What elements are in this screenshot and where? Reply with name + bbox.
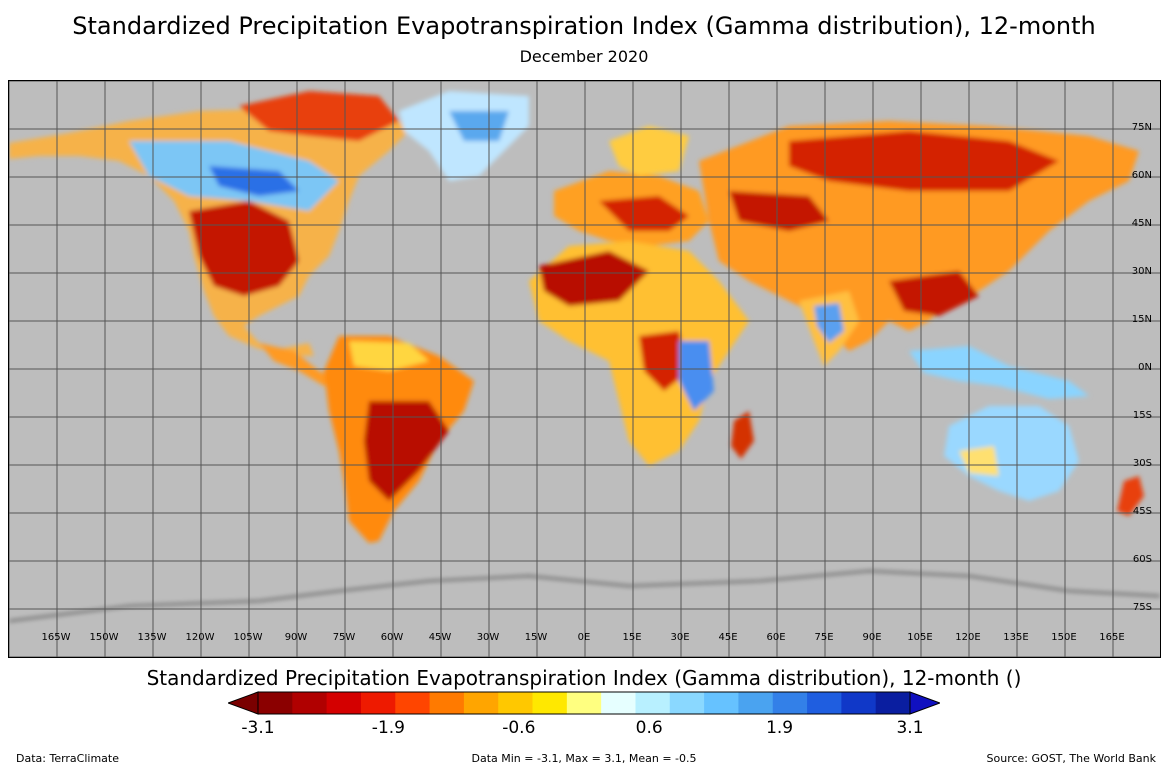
colorbar-cell: [601, 692, 636, 714]
longitude-label: 120W: [185, 632, 215, 643]
latitude-label: 75N: [1131, 122, 1152, 133]
latitude-label: 45S: [1132, 506, 1152, 517]
colorbar-cell: [566, 692, 602, 714]
colorbar-tick-label: -0.6: [502, 718, 536, 738]
latitude-label: 45N: [1131, 218, 1152, 229]
longitude-label: 120E: [955, 632, 981, 643]
longitude-label: 45W: [428, 632, 452, 643]
longitude-label: 60W: [380, 632, 404, 643]
colorbar-cell: [360, 692, 396, 714]
colorbar-tick-label: 3.1: [896, 718, 924, 738]
colorbar-cell: [395, 692, 431, 714]
latitude-label: 30N: [1131, 266, 1152, 277]
colorbar-tick-label: 1.9: [766, 718, 794, 738]
central-africa-drought: [639, 331, 689, 391]
antarctica-outline: [9, 570, 1160, 622]
siberia-drought: [789, 131, 1059, 191]
longitude-label: 135E: [1003, 632, 1029, 643]
graticule: [9, 81, 1160, 657]
colorbar-title: Standardized Precipitation Evapotranspir…: [146, 666, 1022, 690]
europe-drought: [599, 196, 689, 231]
colorbar-cell: [258, 692, 293, 714]
longitude-label: 90E: [862, 632, 882, 643]
colorbar: [228, 691, 940, 715]
colorbar-tick-label: -1.9: [371, 718, 405, 738]
new-zealand-land: [1117, 476, 1144, 516]
colorbar-cell: [841, 692, 877, 714]
southeast-asia-islands: [909, 346, 1089, 399]
south-america-drought: [364, 401, 449, 501]
longitude-label: 105W: [233, 632, 263, 643]
scandinavia-land: [609, 126, 689, 176]
latitude-label: 60N: [1131, 170, 1152, 181]
latitude-label: 15S: [1132, 410, 1152, 421]
india-wet: [814, 303, 844, 343]
south-america-north-mix: [349, 341, 429, 371]
longitude-label: 150W: [89, 632, 119, 643]
colorbar-low-arrow: [228, 691, 259, 715]
sahara-drought: [539, 251, 649, 306]
world-map: [9, 81, 1160, 657]
north-america-wet-core: [209, 166, 299, 196]
map-subtitle: December 2020: [519, 47, 649, 66]
australia-land: [944, 406, 1079, 501]
colorbar-cell: [532, 692, 568, 714]
latitude-label: 15N: [1131, 314, 1152, 325]
colorbar-cell: [875, 692, 911, 714]
longitude-label: 165W: [41, 632, 71, 643]
colorbar-tick-label: -3.1: [241, 718, 275, 738]
longitude-label: 30W: [476, 632, 500, 643]
longitude-label: 165E: [1099, 632, 1125, 643]
colorbar-cell: [772, 692, 808, 714]
east-africa-wet: [679, 341, 714, 411]
east-asia-drought: [889, 271, 979, 316]
longitude-label: 75E: [814, 632, 834, 643]
colorbar-tick-label: 0.6: [635, 718, 663, 738]
colorbar-cell: [463, 692, 499, 714]
central-america-land: [259, 343, 339, 386]
colorbar-cell: [498, 692, 534, 714]
longitude-label: 0E: [577, 632, 591, 643]
colorbar-cell: [292, 692, 328, 714]
central-asia-drought: [729, 191, 829, 231]
footer-source: Source: GOST, The World Bank: [986, 752, 1156, 765]
map-title: Standardized Precipitation Evapotranspir…: [72, 12, 1096, 40]
land-layer: [9, 91, 1160, 622]
longitude-label: 45E: [718, 632, 738, 643]
colorbar-high-arrow: [909, 691, 940, 715]
colorbar-cell: [704, 692, 739, 714]
latitude-label: 60S: [1132, 554, 1152, 565]
latitude-label: 75S: [1132, 602, 1152, 613]
colorbar-cell: [807, 692, 842, 714]
colorbar-cells: [257, 691, 911, 715]
longitude-label: 90W: [284, 632, 308, 643]
latitude-label: 30S: [1132, 458, 1152, 469]
longitude-label: 105E: [907, 632, 933, 643]
colorbar-cell: [326, 692, 362, 714]
colorbar-cell: [635, 692, 671, 714]
longitude-label: 30E: [670, 632, 690, 643]
longitude-label: 15E: [622, 632, 642, 643]
longitude-label: 75W: [332, 632, 356, 643]
latitude-label: 0N: [1138, 362, 1152, 373]
madagascar-land: [731, 411, 754, 459]
longitude-label: 150E: [1051, 632, 1077, 643]
colorbar-cell: [429, 692, 465, 714]
footer-stats: Data Min = -3.1, Max = 3.1, Mean = -0.5: [471, 752, 697, 765]
map-panel: [8, 80, 1161, 658]
colorbar-cell: [738, 692, 774, 714]
longitude-label: 60E: [766, 632, 786, 643]
longitude-label: 15W: [524, 632, 548, 643]
greenland-wet-core: [449, 111, 509, 141]
longitude-label: 135W: [137, 632, 167, 643]
footer-data-source: Data: TerraClimate: [16, 752, 120, 765]
colorbar-cell: [669, 692, 705, 714]
